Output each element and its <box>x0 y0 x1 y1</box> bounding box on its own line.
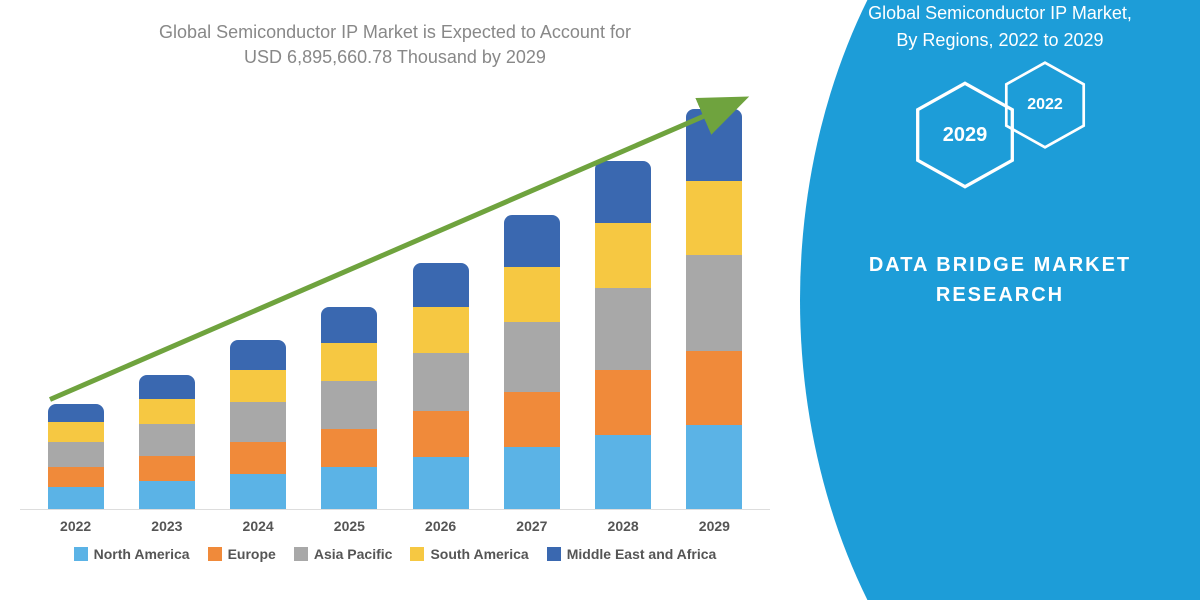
bar-group <box>314 307 384 509</box>
bar-segment <box>321 467 377 509</box>
bar-segment <box>139 399 195 424</box>
legend-label: South America <box>430 546 528 562</box>
bar-segment <box>48 487 104 509</box>
x-axis-label: 2024 <box>223 518 293 534</box>
bar-segment <box>504 322 560 392</box>
bar-group <box>588 161 658 509</box>
bar-segment <box>595 223 651 288</box>
x-axis-label: 2025 <box>314 518 384 534</box>
infographic-container: Global Semiconductor IP Market is Expect… <box>0 0 1200 600</box>
hexagon-badges: 2029 2022 <box>800 80 1200 190</box>
bars-container <box>20 90 770 510</box>
bar-segment <box>686 109 742 181</box>
legend-label: Asia Pacific <box>314 546 393 562</box>
bar-segment <box>686 255 742 351</box>
bar-segment <box>139 481 195 509</box>
bar-stack <box>686 109 742 509</box>
x-axis-label: 2027 <box>497 518 567 534</box>
legend-item: Europe <box>208 546 276 562</box>
legend-item: North America <box>74 546 190 562</box>
bar-segment <box>413 263 469 307</box>
bar-segment <box>413 307 469 353</box>
bar-stack <box>139 375 195 509</box>
right-title-line1: Global Semiconductor IP Market, <box>868 3 1132 23</box>
bar-segment <box>230 474 286 509</box>
bar-segment <box>321 429 377 467</box>
legend-swatch <box>547 547 561 561</box>
bar-group <box>223 340 293 509</box>
bar-group <box>679 109 749 509</box>
bar-segment <box>48 467 104 487</box>
bar-segment <box>48 442 104 467</box>
bar-segment <box>321 381 377 429</box>
hex-small-label: 2022 <box>1027 96 1063 114</box>
legend-item: Middle East and Africa <box>547 546 717 562</box>
bar-group <box>406 263 476 509</box>
hex-small: 2022 <box>1000 60 1090 150</box>
right-panel-title: Global Semiconductor IP Market, By Regio… <box>800 0 1200 54</box>
legend-swatch <box>294 547 308 561</box>
bar-segment <box>504 447 560 509</box>
bar-group <box>497 215 567 509</box>
legend-swatch <box>208 547 222 561</box>
chart-title-line1: Global Semiconductor IP Market is Expect… <box>159 22 631 42</box>
right-panel: Global Semiconductor IP Market, By Regio… <box>800 0 1200 600</box>
bar-group <box>132 375 202 509</box>
bar-stack <box>230 340 286 509</box>
bar-segment <box>413 457 469 509</box>
hex-large-label: 2029 <box>943 124 988 147</box>
bar-segment <box>413 353 469 411</box>
bar-segment <box>230 442 286 474</box>
bar-segment <box>504 392 560 447</box>
bar-segment <box>48 422 104 442</box>
chart-legend: North America Europe Asia Pacific South Ame… <box>20 546 770 562</box>
bar-segment <box>413 411 469 457</box>
x-axis-label: 2023 <box>132 518 202 534</box>
x-axis-label: 2029 <box>679 518 749 534</box>
x-axis-label: 2022 <box>41 518 111 534</box>
legend-label: Middle East and Africa <box>567 546 717 562</box>
legend-swatch <box>74 547 88 561</box>
x-axis-labels: 2022 2023 2024 2025 2026 2027 2028 2029 <box>20 510 770 534</box>
bar-segment <box>321 307 377 343</box>
legend-label: Europe <box>228 546 276 562</box>
bar-stack <box>595 161 651 509</box>
bar-segment <box>230 370 286 402</box>
legend-item: South America <box>410 546 528 562</box>
chart-area: Global Semiconductor IP Market is Expect… <box>0 0 800 600</box>
right-title-line2: By Regions, 2022 to 2029 <box>896 30 1103 50</box>
legend-swatch <box>410 547 424 561</box>
chart-title-line2: USD 6,895,660.78 Thousand by 2029 <box>244 47 546 67</box>
bar-stack <box>48 404 104 509</box>
x-axis-label: 2028 <box>588 518 658 534</box>
bar-stack <box>504 215 560 509</box>
bar-segment <box>230 340 286 370</box>
brand-line2: RESEARCH <box>936 284 1064 306</box>
bar-segment <box>139 375 195 399</box>
bar-segment <box>321 343 377 381</box>
bar-segment <box>504 215 560 267</box>
bar-segment <box>48 404 104 422</box>
legend-label: North America <box>94 546 190 562</box>
legend-item: Asia Pacific <box>294 546 393 562</box>
bar-segment <box>139 424 195 456</box>
x-axis-label: 2026 <box>406 518 476 534</box>
bar-segment <box>686 181 742 255</box>
bar-segment <box>504 267 560 322</box>
bar-segment <box>595 161 651 223</box>
bar-stack <box>321 307 377 509</box>
bar-segment <box>595 370 651 435</box>
bar-segment <box>686 351 742 425</box>
bar-segment <box>595 288 651 370</box>
bar-segment <box>230 402 286 442</box>
brand-text: DATA BRIDGE MARKET RESEARCH <box>800 250 1200 310</box>
bar-stack <box>413 263 469 509</box>
bar-segment <box>139 456 195 481</box>
chart-title: Global Semiconductor IP Market is Expect… <box>20 20 770 70</box>
bar-segment <box>686 425 742 509</box>
bar-group <box>41 404 111 509</box>
bar-segment <box>595 435 651 509</box>
brand-line1: DATA BRIDGE MARKET <box>869 254 1131 276</box>
